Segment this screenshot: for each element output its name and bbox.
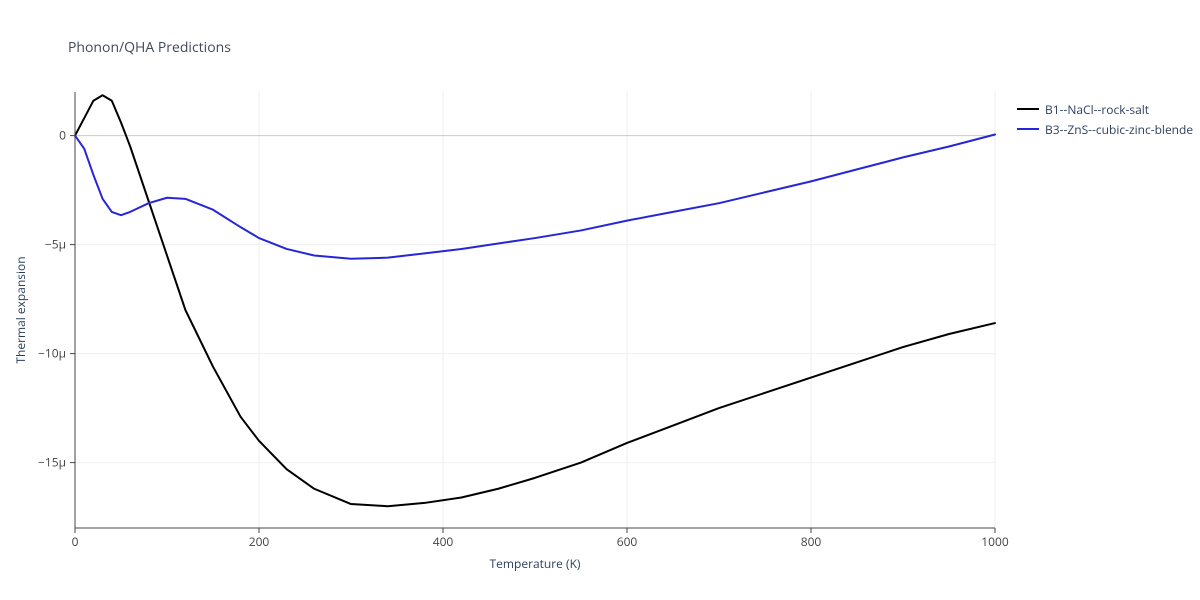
chart-title: Phonon/QHA Predictions xyxy=(68,38,231,57)
plot-svg: 0 200 400 600 800 1000 −15μ −10μ −5μ 0 Temperature… xyxy=(0,0,1200,600)
y-tick-label: −10μ xyxy=(38,345,66,362)
x-tick-label: 400 xyxy=(433,533,454,550)
x-axis-label: Temperature (K) xyxy=(490,555,581,572)
series-line-1 xyxy=(75,135,995,259)
legend-item-1[interactable]: B3--ZnS--cubic-zinc-blende xyxy=(1017,120,1193,138)
y-tick-label: 0 xyxy=(59,127,66,144)
chart-container: Phonon/QHA Predictions 0 200 400 600 800 1000… xyxy=(0,0,1200,600)
x-tick-label: 1000 xyxy=(981,533,1009,550)
legend-label: B3--ZnS--cubic-zinc-blende xyxy=(1045,121,1193,138)
x-tick-label: 0 xyxy=(72,533,79,550)
x-tick-label: 600 xyxy=(617,533,638,550)
x-tick-label: 800 xyxy=(801,533,822,550)
legend: B1--NaCl--rock-salt B3--ZnS--cubic-zinc-b… xyxy=(1017,100,1193,140)
y-tick-label: −15μ xyxy=(38,454,66,471)
x-tick-label: 200 xyxy=(249,533,270,550)
legend-swatch xyxy=(1017,108,1039,110)
legend-item-0[interactable]: B1--NaCl--rock-salt xyxy=(1017,100,1193,118)
y-axis-label: Thermal expansion xyxy=(12,256,29,363)
legend-label: B1--NaCl--rock-salt xyxy=(1045,101,1149,118)
y-tick-label: −5μ xyxy=(45,236,66,253)
series-line-0 xyxy=(75,95,995,506)
legend-swatch xyxy=(1017,128,1039,130)
